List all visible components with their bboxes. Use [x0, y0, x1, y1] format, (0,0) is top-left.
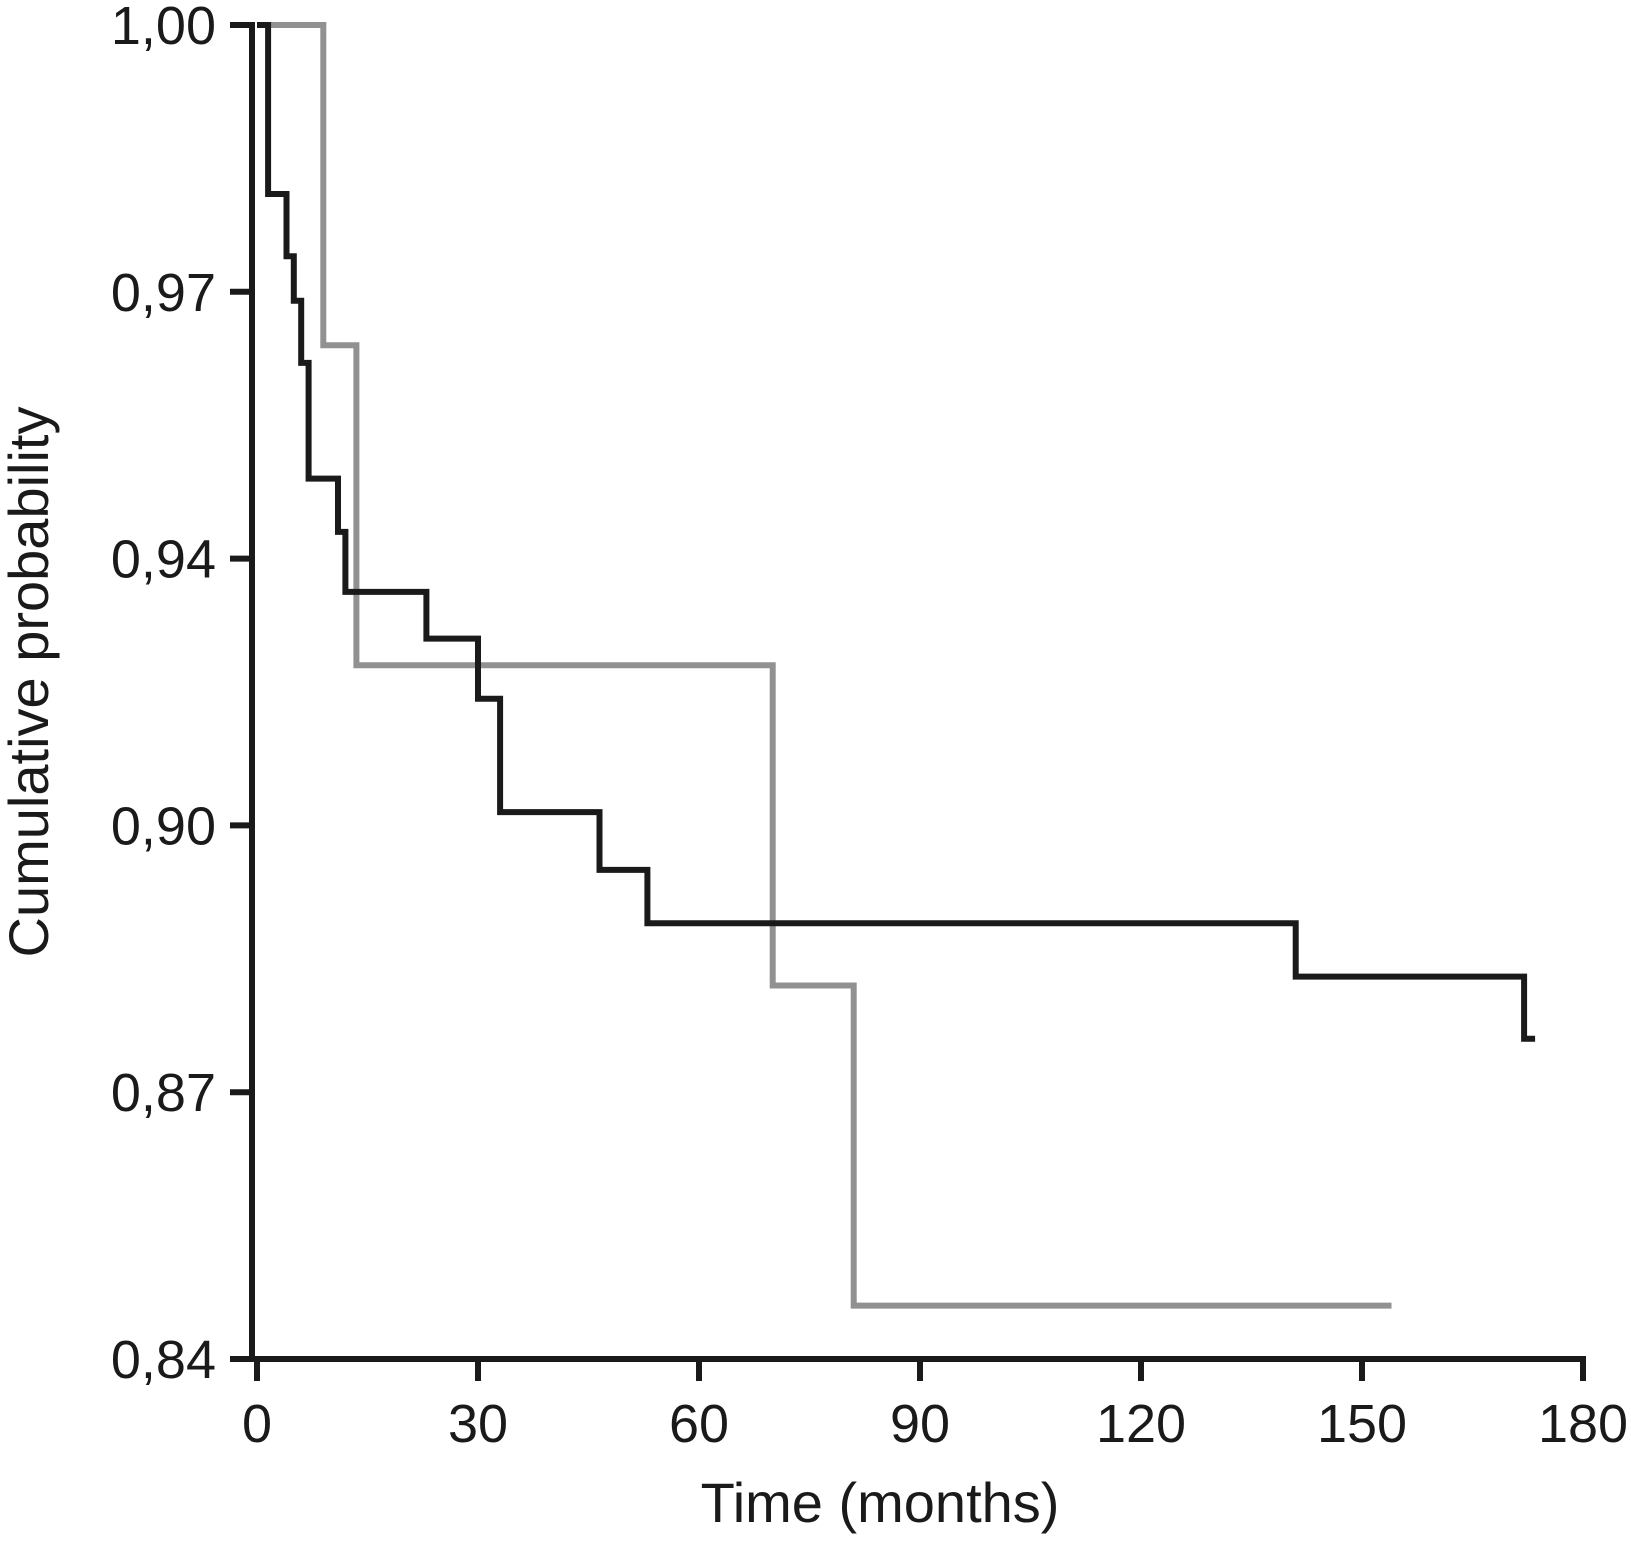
survival-curve-gray: [257, 22, 1392, 1309]
x-tick-label-0: 0: [242, 1394, 272, 1454]
y-tick-label-1-00: 1,00: [111, 0, 216, 56]
y-axis-tick-labels: 1,00 0,97 0,94 0,90 0,87 0,84: [111, 0, 216, 1390]
y-tick-label-0-90: 0,90: [111, 796, 216, 856]
y-tick-label-0-84: 0,84: [111, 1330, 216, 1390]
x-axis-tick-labels: 0 30 60 90 120 150 180: [242, 1394, 1628, 1454]
x-tick-label-90: 90: [890, 1394, 950, 1454]
x-tick-label-120: 120: [1096, 1394, 1186, 1454]
y-tick-label-0-94: 0,94: [111, 530, 216, 590]
x-tick-label-150: 150: [1317, 1394, 1407, 1454]
y-tick-label-0-97: 0,97: [111, 263, 216, 323]
y-tick-label-0-87: 0,87: [111, 1063, 216, 1123]
x-tick-label-30: 30: [448, 1394, 508, 1454]
y-axis-ticks: [230, 22, 252, 1362]
axes: [249, 22, 1586, 1362]
x-axis-title: Time (months): [701, 1471, 1060, 1534]
survival-curve-black: [257, 22, 1536, 1042]
x-tick-label-180: 180: [1538, 1394, 1628, 1454]
y-axis-title: Cumulative probability: [0, 407, 60, 958]
x-tick-label-60: 60: [669, 1394, 729, 1454]
x-axis-ticks: [254, 1359, 1586, 1381]
survival-curves: [257, 22, 1536, 1309]
